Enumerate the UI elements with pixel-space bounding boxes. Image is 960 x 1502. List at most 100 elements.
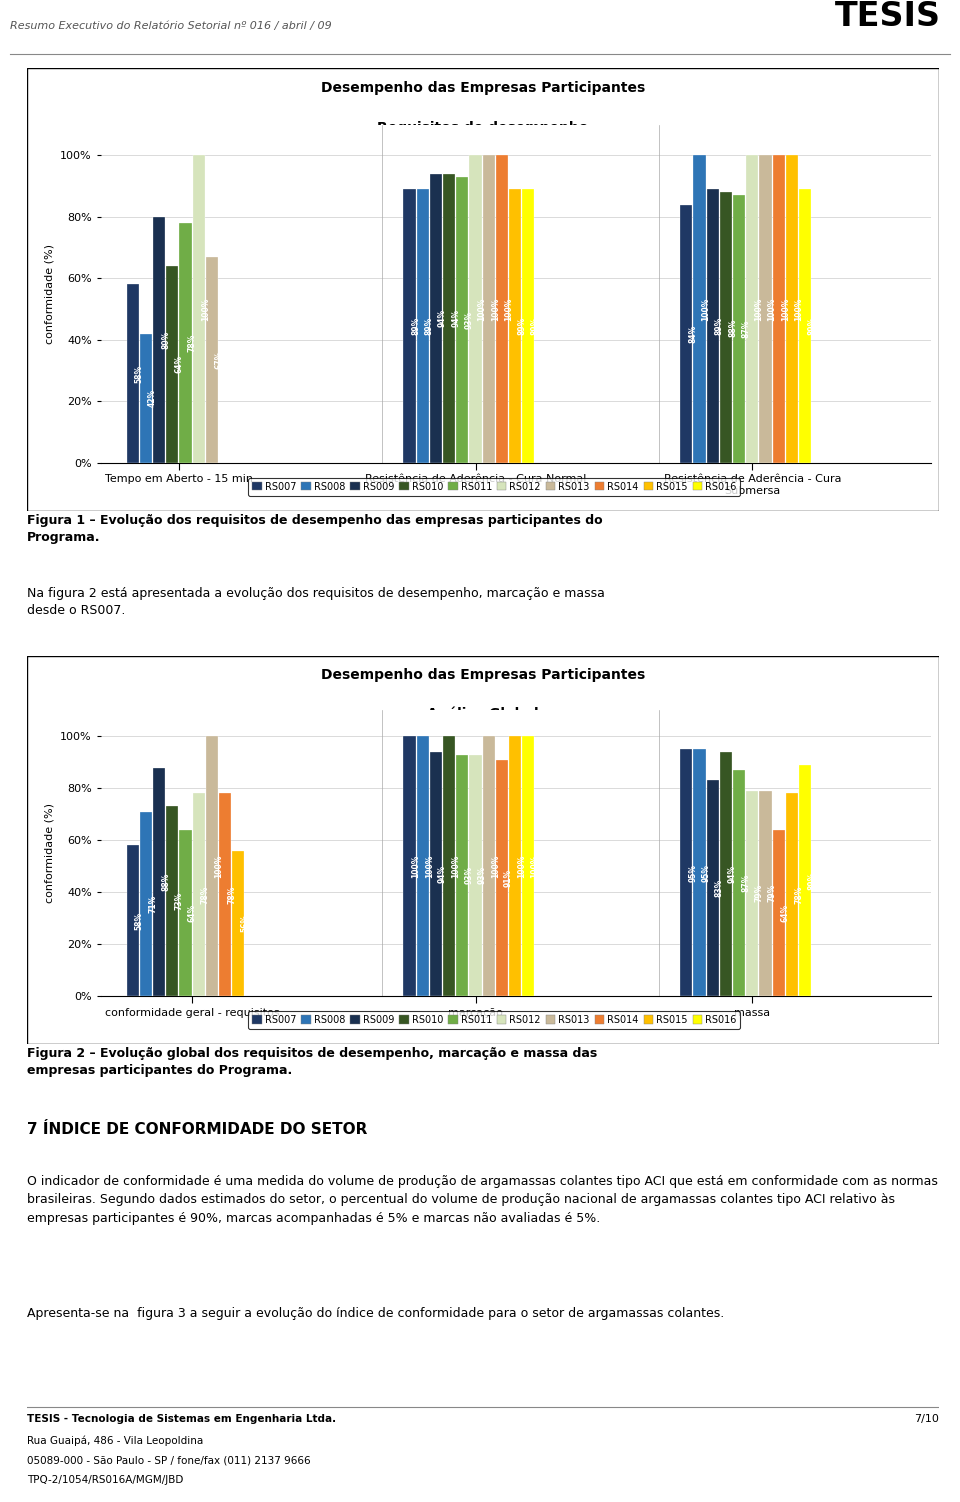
Text: 91%: 91% [504, 868, 513, 886]
Bar [496, 155, 508, 463]
Bar [444, 174, 455, 463]
Text: 89%: 89% [517, 317, 526, 335]
Bar [746, 155, 758, 463]
Text: 100%: 100% [491, 297, 500, 321]
Bar [693, 749, 706, 996]
Text: 93%: 93% [465, 867, 473, 885]
Text: 100%: 100% [478, 297, 487, 321]
Bar [773, 829, 785, 996]
Text: 94%: 94% [451, 309, 460, 327]
Legend: RS007, RS008, RS009, RS010, RS011, RS012, RS013, RS014, RS015, RS016: RS007, RS008, RS009, RS010, RS011, RS012… [249, 478, 740, 496]
Bar [759, 155, 772, 463]
Text: 100%: 100% [780, 297, 790, 321]
FancyBboxPatch shape [27, 656, 939, 1044]
Text: 64%: 64% [187, 904, 197, 922]
Text: 100%: 100% [794, 297, 804, 321]
Text: 100%: 100% [425, 855, 434, 877]
Text: 84%: 84% [688, 324, 697, 342]
Bar [166, 807, 179, 996]
Text: 71%: 71% [148, 895, 157, 913]
Text: Apresenta-se na  figura 3 a seguir a evolução do índice de conformidade para o s: Apresenta-se na figura 3 a seguir a evol… [27, 1307, 724, 1320]
Text: (RS007 a RS016): (RS007 a RS016) [418, 161, 548, 174]
Text: 87%: 87% [741, 320, 751, 338]
Text: 56%: 56% [240, 915, 250, 933]
Bar [456, 754, 468, 996]
Text: O indicador de conformidade é uma medida do volume de produção de argamassas col: O indicador de conformidade é uma medida… [27, 1175, 938, 1224]
Text: 7 ÍNDICE DE CONFORMIDADE DO SETOR: 7 ÍNDICE DE CONFORMIDADE DO SETOR [27, 1122, 368, 1137]
Text: 94%: 94% [728, 865, 737, 883]
Text: Resumo Executivo do Relatório Setorial nº 016 / abril / 09: Resumo Executivo do Relatório Setorial n… [10, 21, 331, 30]
Text: 78%: 78% [201, 886, 210, 904]
Bar [180, 829, 192, 996]
Text: 78%: 78% [794, 886, 804, 904]
Bar [444, 736, 455, 996]
Bar [193, 155, 204, 463]
Text: 78%: 78% [187, 333, 197, 351]
Text: 42%: 42% [148, 389, 157, 407]
Text: 7/10: 7/10 [914, 1415, 939, 1424]
Bar [720, 192, 732, 463]
Text: 100%: 100% [412, 855, 420, 877]
Y-axis label: conformidade (%): conformidade (%) [44, 243, 55, 344]
Bar [522, 189, 535, 463]
Bar [180, 222, 192, 463]
Text: 89%: 89% [807, 871, 816, 889]
Bar [456, 177, 468, 463]
Bar [799, 189, 811, 463]
Text: TPQ-2/1054/RS016A/MGM/JBD: TPQ-2/1054/RS016A/MGM/JBD [27, 1475, 183, 1484]
Bar [522, 736, 535, 996]
Text: 100%: 100% [491, 855, 500, 877]
Text: 100%: 100% [214, 855, 223, 877]
Text: 89%: 89% [425, 317, 434, 335]
Bar [232, 850, 245, 996]
Bar [153, 216, 165, 463]
Text: 87%: 87% [741, 874, 751, 892]
Text: 94%: 94% [438, 309, 447, 327]
Bar [140, 333, 152, 463]
Bar [219, 793, 231, 996]
Text: 78%: 78% [228, 886, 236, 904]
Text: 88%: 88% [161, 873, 170, 891]
Bar [417, 189, 429, 463]
Bar [746, 792, 758, 996]
FancyBboxPatch shape [27, 68, 939, 511]
Bar [693, 155, 706, 463]
Bar [403, 736, 416, 996]
Text: (RS007 a RS016): (RS007 a RS016) [418, 745, 548, 760]
Text: 93%: 93% [465, 311, 473, 329]
Bar [733, 771, 745, 996]
Bar [127, 846, 139, 996]
Bar [496, 760, 508, 996]
Text: 05089-000 - São Paulo - SP / fone/fax (011) 2137 9666: 05089-000 - São Paulo - SP / fone/fax (0… [27, 1455, 310, 1464]
Text: 73%: 73% [175, 892, 183, 910]
Text: 80%: 80% [161, 330, 170, 348]
Text: 100%: 100% [755, 297, 763, 321]
Text: 100%: 100% [504, 297, 513, 321]
Text: 95%: 95% [688, 864, 697, 882]
Bar [733, 195, 745, 463]
Bar [166, 266, 179, 463]
Text: 83%: 83% [715, 879, 724, 897]
Bar [417, 736, 429, 996]
Text: Figura 1 – Evolução dos requisitos de desempenho das empresas participantes do
P: Figura 1 – Evolução dos requisitos de de… [27, 514, 603, 544]
Bar [509, 189, 521, 463]
Text: Na figura 2 está apresentada a evolução dos requisitos de desempenho, marcação e: Na figura 2 está apresentada a evolução … [27, 587, 605, 617]
Text: 93%: 93% [478, 867, 487, 885]
Bar [469, 754, 482, 996]
Bar [153, 768, 165, 996]
Text: 67%: 67% [214, 350, 223, 369]
Bar [707, 781, 719, 996]
Y-axis label: conformidade (%): conformidade (%) [44, 804, 55, 903]
Text: 100%: 100% [201, 297, 210, 321]
Text: TESIS - Tecnologia de Sistemas em Engenharia Ltda.: TESIS - Tecnologia de Sistemas em Engenh… [27, 1415, 336, 1424]
Text: 89%: 89% [807, 317, 816, 335]
Text: Análise Global: Análise Global [427, 707, 539, 721]
Legend: RS007, RS008, RS009, RS010, RS011, RS012, RS013, RS014, RS015, RS016: RS007, RS008, RS009, RS010, RS011, RS012… [249, 1011, 740, 1029]
Bar [127, 284, 139, 463]
Bar [430, 753, 442, 996]
Bar [707, 189, 719, 463]
Bar [681, 749, 692, 996]
Text: 64%: 64% [175, 356, 183, 374]
Text: 89%: 89% [531, 317, 540, 335]
Text: 89%: 89% [412, 317, 420, 335]
